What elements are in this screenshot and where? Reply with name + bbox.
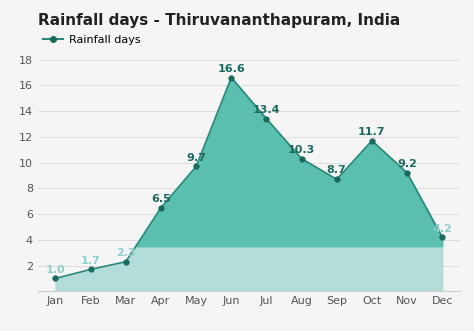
Text: 6.5: 6.5 bbox=[151, 194, 171, 204]
Text: 4.2: 4.2 bbox=[432, 224, 452, 234]
Text: 9.2: 9.2 bbox=[397, 159, 417, 169]
Text: 8.7: 8.7 bbox=[327, 166, 346, 175]
Text: 13.4: 13.4 bbox=[253, 105, 280, 115]
Text: 10.3: 10.3 bbox=[288, 145, 315, 155]
Text: 16.6: 16.6 bbox=[218, 64, 245, 74]
Text: 9.7: 9.7 bbox=[186, 153, 206, 163]
Text: 11.7: 11.7 bbox=[358, 127, 386, 137]
Text: 2.3: 2.3 bbox=[116, 249, 136, 259]
Legend: Rainfall days: Rainfall days bbox=[44, 35, 141, 45]
Text: Rainfall days - Thiruvananthapuram, India: Rainfall days - Thiruvananthapuram, Indi… bbox=[38, 13, 400, 28]
Text: 1.0: 1.0 bbox=[46, 265, 65, 275]
Text: 1.7: 1.7 bbox=[81, 256, 100, 266]
